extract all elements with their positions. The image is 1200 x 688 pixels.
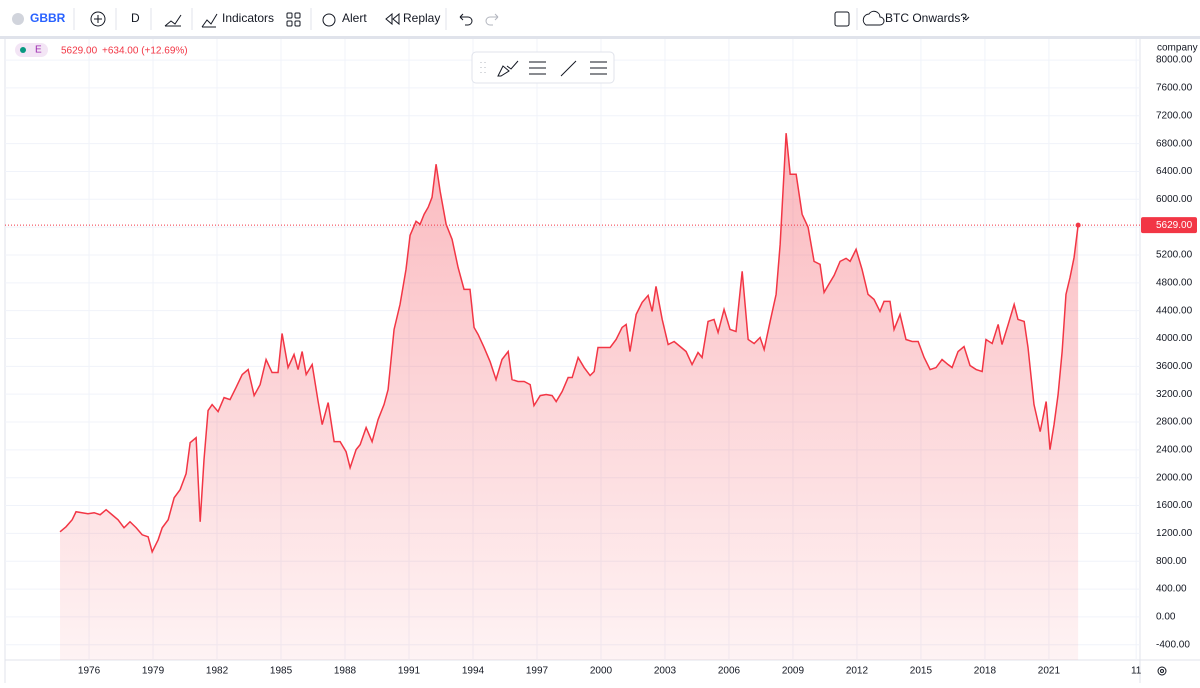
- compare-button[interactable]: [90, 11, 106, 27]
- x-tick-label: 2015: [910, 666, 933, 677]
- axis-caption: company: [1157, 43, 1198, 54]
- y-tick-label: 2000.00: [1156, 472, 1193, 483]
- x-tick-label: 1976: [78, 666, 101, 677]
- x-tick-label: 2006: [718, 666, 741, 677]
- indicators-button[interactable]: Indicators: [222, 11, 274, 25]
- fullscreen-button[interactable]: [834, 11, 850, 27]
- y-tick-label: 2400.00: [1156, 445, 1193, 456]
- x-tick-label: 2012: [846, 666, 869, 677]
- replay-icon[interactable]: [385, 12, 400, 26]
- y-tick-label: 7200.00: [1156, 110, 1193, 121]
- y-tick-label: 6800.00: [1156, 138, 1193, 149]
- settings-gear[interactable]: [1157, 666, 1167, 676]
- x-tick-label: 1991: [398, 666, 421, 677]
- x-tick-label: 2009: [782, 666, 805, 677]
- y-tick-label: 800.00: [1156, 556, 1187, 567]
- x-tick-label: 2018: [974, 666, 997, 677]
- replay-button[interactable]: Replay: [403, 11, 440, 25]
- settings-tool[interactable]: [590, 61, 607, 75]
- x-tick-label: 1985: [270, 666, 293, 677]
- area-fill: [60, 133, 1079, 661]
- interval[interactable]: D: [131, 11, 140, 25]
- drag-handle[interactable]: [480, 62, 486, 73]
- chart-type-button[interactable]: [164, 14, 182, 27]
- legend-change: +634.00 (+12.69%): [102, 46, 188, 57]
- axes: -400.00 0.00 400.00 800.00 1200.00 1600.00 200…: [78, 55, 1197, 677]
- y-tick-label: 0.00: [1156, 612, 1176, 623]
- legend-badge-bg: [15, 43, 48, 57]
- plot: [5, 133, 1140, 661]
- y-tick-label: 1200.00: [1156, 528, 1193, 539]
- toolbar-bg: [0, 0, 1200, 36]
- top-toolbar: GBBR D Indicators Alert Replay BTC Onwar…: [0, 0, 1200, 39]
- cloud-icon[interactable]: [862, 10, 885, 26]
- y-tick-label: 3600.00: [1156, 361, 1193, 372]
- status-dot: [20, 47, 26, 53]
- y-tick-label: 4000.00: [1156, 333, 1193, 344]
- y-tick-label: 1600.00: [1156, 500, 1193, 511]
- x-tick-label: 1982: [206, 666, 229, 677]
- legend-badge: E: [35, 45, 42, 56]
- x-tick-label: 1988: [334, 666, 357, 677]
- y-tick-label: 8000.00: [1156, 55, 1193, 66]
- y-tick-label: 400.00: [1156, 584, 1187, 595]
- y-tick-label: 5200.00: [1156, 250, 1193, 261]
- x-tick-label: 1979: [142, 666, 165, 677]
- fib-tool[interactable]: [529, 61, 546, 75]
- trendline-tool[interactable]: [560, 60, 577, 77]
- y-tick-label: 3200.00: [1156, 389, 1193, 400]
- drawing-toolbar: [471, 51, 615, 84]
- brush-tool[interactable]: [497, 60, 519, 77]
- y-tick-label: 7600.00: [1156, 83, 1193, 94]
- last-point: [1075, 222, 1081, 228]
- alert-button[interactable]: Alert: [342, 11, 367, 25]
- symbol-button[interactable]: GBBR: [12, 11, 66, 25]
- y-tick-label: 6000.00: [1156, 194, 1193, 205]
- y-tick-label: 6400.00: [1156, 166, 1193, 177]
- y-tick-label: 2800.00: [1156, 417, 1193, 428]
- toolbar-border: [0, 36, 1200, 39]
- undo-button[interactable]: [459, 13, 473, 26]
- y-tick-label: 4400.00: [1156, 305, 1193, 316]
- x-tick-label: 1997: [526, 666, 549, 677]
- x-tick-label: 2000: [590, 666, 613, 677]
- x-tick-label: 2021: [1038, 666, 1061, 677]
- price-badge: [1141, 217, 1197, 234]
- x-tick-label: 1994: [462, 666, 485, 677]
- price-badge-label: 5629.00: [1156, 220, 1193, 231]
- redo-button[interactable]: [485, 13, 499, 26]
- layout-dropdown[interactable]: [962, 16, 970, 21]
- y-tick-label: 4800.00: [1156, 277, 1193, 288]
- area-line: [59, 133, 1079, 554]
- symbol[interactable]: GBBR: [30, 11, 66, 25]
- legend-price: 5629.00: [61, 46, 98, 57]
- indicators-icon[interactable]: [201, 13, 218, 28]
- alert-icon[interactable]: [322, 13, 336, 27]
- legend: E 5629.00 +634.00 (+12.69%): [15, 43, 188, 57]
- x-tick-label: 2003: [654, 666, 677, 677]
- layout-name[interactable]: BTC Onwards?: [885, 11, 967, 25]
- templates-button[interactable]: [286, 12, 301, 27]
- x-tick-label: 11: [1131, 666, 1142, 677]
- y-tick-label: -400.00: [1156, 639, 1190, 650]
